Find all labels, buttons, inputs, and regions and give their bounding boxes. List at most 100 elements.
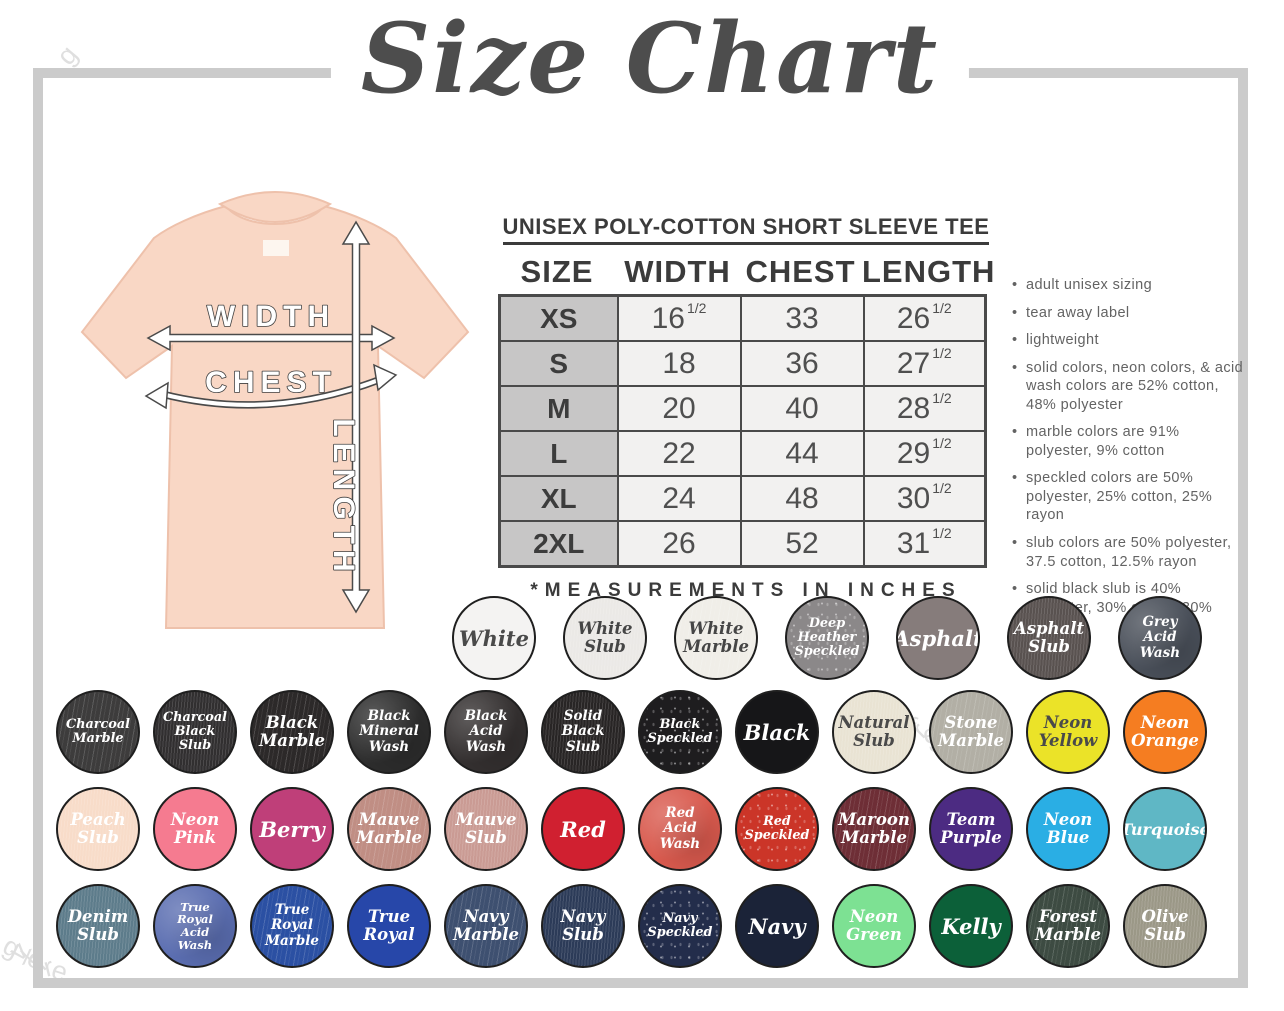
watermark-letter: g — [50, 39, 84, 71]
swatch-label: True Royal Marble — [265, 902, 319, 949]
swatch-navy-speckled: Navy Speckled — [638, 884, 722, 968]
note-item: adult unisex sizing — [1012, 276, 1246, 295]
width-value: 18 — [616, 340, 742, 387]
swatch-solid-black-slub: Solid Black Slub — [541, 690, 625, 774]
swatch-neon-orange: Neon Orange — [1123, 690, 1207, 774]
swatch-black-marble: Black Marble — [250, 690, 334, 774]
swatch-kelly: Kelly — [929, 884, 1013, 968]
swatch-label: Neon Blue — [1043, 809, 1093, 847]
width-value: 20 — [616, 385, 742, 432]
swatch-white: White — [452, 596, 536, 680]
swatch-grey-acid-wash: Grey Acid Wash — [1118, 596, 1202, 680]
swatch-label: Neon Yellow — [1038, 712, 1098, 750]
swatch-white-slub: White Slub — [563, 596, 647, 680]
swatch-label: Grey Acid Wash — [1139, 614, 1181, 661]
size-label: M — [498, 385, 619, 432]
swatch-neon-yellow: Neon Yellow — [1026, 690, 1110, 774]
length-value: 26 1/2 — [862, 294, 987, 342]
swatch-label: Kelly — [941, 913, 1001, 939]
swatch-label: Red — [560, 816, 606, 842]
swatch-navy-marble: Navy Marble — [444, 884, 528, 968]
size-row-xl: XL 24 48 30 1/2 — [498, 475, 987, 522]
swatch-turquoise: Turquoise — [1123, 787, 1207, 871]
swatch-row-0: White White Slub White Marble Deep Heather Spec… — [452, 596, 1202, 680]
swatch-label: Black — [743, 719, 811, 745]
swatch-black-speckled: Black Speckled — [638, 690, 722, 774]
tee-illustration: WIDTH CHEST LENGTH — [80, 191, 470, 629]
swatch-charcoal-marble: Charcoal Marble — [56, 690, 140, 774]
note-item: lightweight — [1012, 331, 1246, 350]
swatch-label: Navy Speckled — [647, 910, 713, 940]
width-value: 16 1/2 — [616, 294, 742, 342]
note-item: tear away label — [1012, 304, 1246, 323]
swatch-red-speckled: Red Speckled — [735, 787, 819, 871]
swatch-label: True Royal Acid Wash — [177, 899, 213, 952]
swatch-label: Mauve Slub — [455, 809, 517, 847]
length-arrow — [341, 220, 371, 614]
swatch-navy: Navy — [735, 884, 819, 968]
width-value: 22 — [616, 430, 742, 477]
swatch-deep-heather-speckled: Deep Heather Speckled — [785, 596, 869, 680]
swatch-black: Black — [735, 690, 819, 774]
note-item: slub colors are 50% polyester, 37.5 cott… — [1012, 534, 1246, 571]
notes-list: adult unisex sizing tear away label lightw… — [1012, 276, 1246, 645]
width-value: 24 — [616, 475, 742, 522]
swatch-label: Neon Green — [846, 906, 902, 944]
swatch-label: Forest Marble — [1035, 906, 1101, 944]
swatch-neon-pink: Neon Pink — [153, 787, 237, 871]
col-chest: CHEST — [745, 254, 856, 289]
swatch-label: Charcoal Black Slub — [162, 709, 227, 754]
swatch-label: Black Mineral Wash — [359, 708, 419, 755]
swatch-label: Asphalt Slub — [1013, 618, 1085, 656]
size-label: S — [498, 340, 619, 387]
chest-value: 40 — [739, 385, 865, 432]
size-table-body: XS 16 1/2 33 26 1/2 S 18 36 27 1/2 M 20 40 28 1/2 L 22 44 2… — [498, 294, 987, 568]
page-title: Size Chart — [330, 2, 970, 125]
col-size: SIZE — [520, 254, 594, 289]
tee-neck-tag — [263, 240, 289, 256]
length-value: 30 1/2 — [862, 475, 987, 522]
swatch-true-royal: True Royal — [347, 884, 431, 968]
swatch-forest-marble: Forest Marble — [1026, 884, 1110, 968]
swatch-label: Mauve Marble — [356, 809, 422, 847]
width-value: 26 — [616, 520, 742, 568]
length-label: LENGTH — [327, 418, 360, 577]
measurements-note: *MEASUREMENTS IN INCHES — [530, 580, 962, 601]
tee-collar — [217, 191, 333, 223]
chest-value: 52 — [739, 520, 865, 568]
swatch-row-2: Peach Slub Neon Pink Berry Mauve Marble Mauve Sl… — [56, 787, 1207, 871]
swatch-label: Charcoal Marble — [65, 716, 130, 746]
swatch-label: Maroon Marble — [838, 809, 910, 847]
size-chart-section: UNISEX POLY-COTTON SHORT SLEEVE TEE SIZE… — [498, 214, 994, 602]
swatch-true-royal-marble: True Royal Marble — [250, 884, 334, 968]
col-length: LENGTH — [862, 254, 996, 289]
swatch-neon-green: Neon Green — [832, 884, 916, 968]
note-item: marble colors are 91% polyester, 9% cott… — [1012, 423, 1246, 460]
size-row-l: L 22 44 29 1/2 — [498, 430, 987, 477]
swatch-label: White Slub — [577, 618, 633, 656]
swatch-black-mineral-wash: Black Mineral Wash — [347, 690, 431, 774]
swatch-label: Stone Marble — [938, 712, 1004, 750]
note-item: speckled colors are 50% polyester, 25% c… — [1012, 469, 1246, 525]
swatch-olive-slub: Olive Slub — [1123, 884, 1207, 968]
swatch-label: Team Purple — [940, 809, 1002, 847]
length-value: 31 1/2 — [862, 520, 987, 568]
swatch-label: Black Speckled — [647, 716, 713, 746]
size-table: XS 16 1/2 33 26 1/2 S 18 36 27 1/2 M 20 40 28 1/2 L 22 44 2… — [498, 294, 987, 568]
swatch-red-acid-wash: Red Acid Wash — [638, 787, 722, 871]
swatch-label: Peach Slub — [70, 809, 126, 847]
size-row-s: S 18 36 27 1/2 — [498, 340, 987, 387]
swatch-label: Black Acid Wash — [464, 708, 508, 755]
swatch-label: Black Marble — [259, 712, 325, 750]
col-width: WIDTH — [624, 254, 731, 289]
swatch-denim-slub: Denim Slub — [56, 884, 140, 968]
swatch-team-purple: Team Purple — [929, 787, 1013, 871]
swatch-label: Olive Slub — [1141, 906, 1189, 944]
chest-value: 36 — [739, 340, 865, 387]
swatch-peach-slub: Peach Slub — [56, 787, 140, 871]
swatch-label: Red Acid Wash — [659, 805, 701, 852]
chest-value: 44 — [739, 430, 865, 477]
size-label: L — [498, 430, 619, 477]
swatch-mauve-slub: Mauve Slub — [444, 787, 528, 871]
swatch-asphalt: Asphalt — [896, 596, 980, 680]
